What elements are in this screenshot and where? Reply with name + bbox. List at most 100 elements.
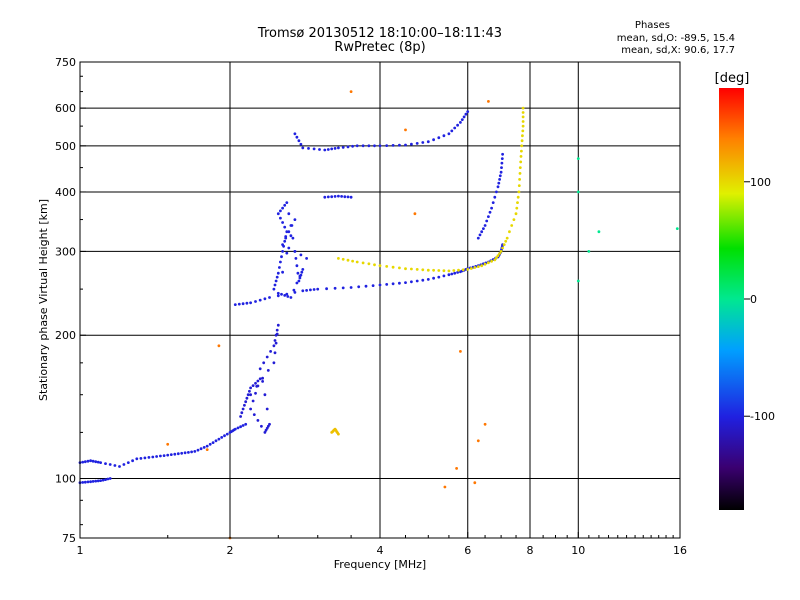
echo-point (91, 459, 95, 463)
echo-point (462, 115, 466, 119)
echo-point (239, 425, 243, 429)
echo-point (180, 451, 184, 455)
echo-point (299, 253, 303, 257)
echo-point (404, 281, 407, 284)
echo-point (490, 206, 493, 210)
echo-point (283, 203, 287, 207)
y-tick-label: 750 (55, 56, 76, 69)
echo-point (478, 233, 482, 237)
echo-point (495, 190, 498, 194)
echo-point (122, 463, 126, 466)
echo-point (249, 301, 253, 305)
echo-point (476, 265, 480, 268)
echo-point (104, 462, 107, 465)
echo-point (483, 224, 487, 227)
echo-point (499, 250, 503, 253)
echo-point (99, 479, 102, 482)
echo-point (269, 350, 272, 353)
echo-point (469, 267, 473, 270)
echo-point (487, 261, 490, 265)
echo-point (283, 239, 287, 243)
echo-point (391, 144, 395, 147)
echo-point (415, 268, 419, 271)
echo-point (323, 148, 327, 152)
echo-point (244, 400, 248, 404)
echo-point (447, 269, 451, 273)
echo-point (96, 479, 100, 483)
echo-point (86, 480, 90, 484)
echo-point (249, 393, 253, 397)
echo-point (453, 271, 457, 275)
echo-point (279, 209, 282, 213)
echo-point (278, 266, 281, 269)
echo-point (239, 415, 243, 418)
echo-point (274, 341, 278, 345)
echo-point (287, 230, 291, 234)
echo-point (521, 120, 525, 123)
echo-point (385, 265, 389, 268)
echo-point (301, 289, 305, 293)
echo-point (202, 446, 206, 449)
echo-point (220, 436, 224, 439)
echo-point (452, 269, 456, 272)
echo-point (499, 170, 503, 174)
y-tick-label: 100 (55, 473, 76, 486)
echo-point (293, 132, 297, 136)
echo-point (284, 236, 288, 240)
echo-point (333, 195, 337, 198)
echo-point (292, 288, 296, 292)
echo-point (83, 480, 87, 484)
echo-point (576, 157, 580, 161)
echo-point (497, 181, 501, 185)
echo-point (268, 296, 271, 299)
echo-point (404, 267, 407, 271)
echo-point (426, 268, 430, 272)
echo-point (346, 195, 350, 199)
echo-point (299, 142, 303, 146)
echo-point (280, 255, 283, 259)
echo-point (262, 361, 266, 365)
echo-point (240, 411, 244, 415)
echo-point (491, 201, 495, 205)
echo-point (273, 351, 277, 355)
echo-point (355, 144, 359, 148)
echo-point (576, 279, 580, 283)
echo-point (305, 289, 308, 292)
echo-point (421, 278, 425, 282)
echo-point (289, 296, 293, 299)
echo-point (287, 212, 291, 216)
echo-point (364, 284, 368, 288)
echo-point (330, 195, 334, 199)
echo-point (421, 141, 425, 144)
echo-point (482, 227, 485, 231)
echo-point (265, 355, 269, 359)
echo-point (450, 129, 454, 133)
echo-point (512, 218, 516, 222)
echo-point (476, 439, 480, 443)
echo-point (268, 422, 271, 426)
echo-point (361, 144, 365, 148)
echo-point (501, 246, 504, 250)
echo-point (225, 432, 229, 436)
echo-point (295, 135, 299, 139)
echo-point (443, 485, 447, 489)
echo-point (252, 413, 256, 416)
echo-point (258, 377, 262, 381)
colorbar-label: [deg] (715, 71, 750, 86)
echo-point (147, 456, 151, 459)
echo-point (476, 236, 480, 240)
phase-stats-x: mean, sd,X: 90.6, 17.7 (621, 45, 735, 56)
echo-point (398, 281, 401, 285)
echo-point (285, 251, 289, 255)
echo-point (473, 266, 477, 269)
echo-point (498, 174, 502, 178)
echo-point (488, 210, 492, 214)
echo-point (281, 270, 284, 274)
echo-point (432, 268, 435, 272)
echo-point (176, 452, 180, 456)
echo-point (289, 234, 293, 238)
echo-point (351, 144, 354, 148)
echo-point (254, 300, 257, 303)
echo-point (254, 381, 257, 385)
